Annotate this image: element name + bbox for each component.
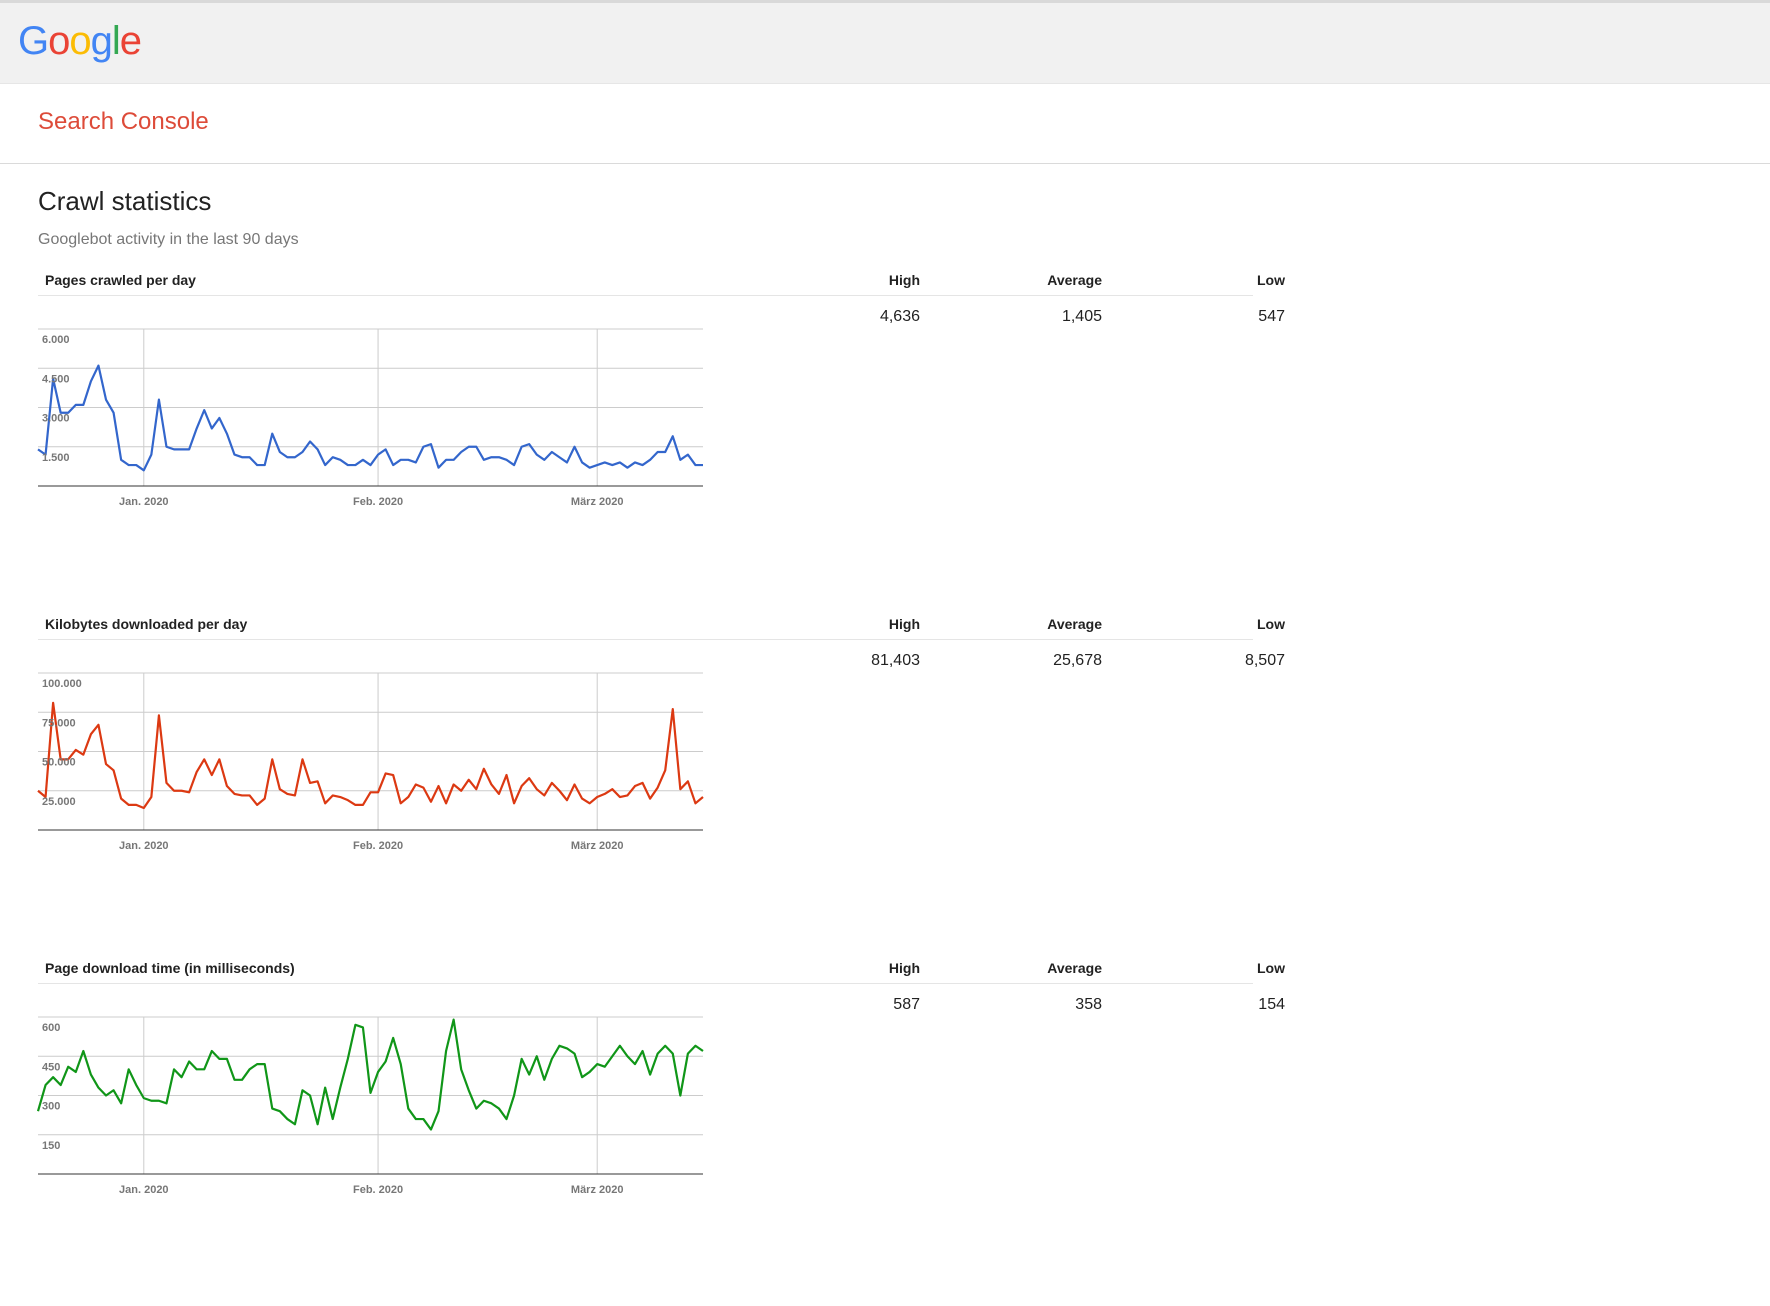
- y-tick-label: 6.000: [42, 334, 70, 346]
- average-column-header: Average: [1047, 960, 1102, 976]
- y-tick-label: 75.000: [42, 717, 76, 729]
- y-tick-label: 300: [42, 1101, 60, 1113]
- series-line: [37, 364, 703, 472]
- x-tick-label: Feb. 2020: [353, 496, 403, 508]
- logo-letter: l: [111, 19, 121, 63]
- x-tick-label: Feb. 2020: [353, 840, 403, 852]
- average-column-header: Average: [1047, 616, 1102, 632]
- logo-letter: o: [48, 19, 70, 63]
- high-column-header: High: [888, 960, 920, 976]
- page-subtitle: Googlebot activity in the last 90 days: [38, 231, 299, 248]
- x-tick-label: Jan. 2020: [119, 1184, 169, 1196]
- x-tick-label: März 2020: [571, 840, 624, 852]
- y-tick-label: 4.500: [42, 373, 70, 385]
- average-column-header: Average: [1047, 272, 1102, 288]
- section-title: Page download time (in milliseconds): [45, 960, 295, 976]
- x-tick-label: März 2020: [571, 1184, 624, 1196]
- kilobytes-downloaded-chart[interactable]: 100.000 75.000 50.000 25.000 Jan. 2020 Feb. 2…: [37, 672, 704, 873]
- logo-letter: G: [18, 19, 49, 63]
- y-tick-label: 3.000: [42, 413, 70, 425]
- series-line: [36, 1018, 704, 1131]
- section-header: Page download time (in milliseconds) Hig…: [38, 953, 1285, 984]
- y-tick-label: 100.000: [42, 678, 82, 690]
- low-column-header: Low: [1257, 272, 1285, 288]
- google-logo[interactable]: Google: [18, 19, 142, 63]
- x-tick-label: Jan. 2020: [119, 840, 169, 852]
- x-tick-label: März 2020: [571, 496, 624, 508]
- x-tick-label: Feb. 2020: [353, 1184, 403, 1196]
- section-header: Kilobytes downloaded per day High Averag…: [38, 609, 1285, 640]
- high-column-header: High: [888, 616, 920, 632]
- x-tick-label: Jan. 2020: [119, 496, 169, 508]
- section-title: Kilobytes downloaded per day: [45, 616, 248, 632]
- low-value: 8,507: [1244, 652, 1285, 669]
- y-tick-label: 600: [42, 1022, 60, 1034]
- high-column-header: High: [888, 272, 920, 288]
- average-value: 1,405: [1061, 308, 1102, 325]
- low-value: 154: [1258, 996, 1285, 1013]
- low-value: 547: [1258, 308, 1285, 325]
- y-tick-label: 25.000: [42, 796, 76, 808]
- kilobytes-downloaded-section: Kilobytes downloaded per day High Averag…: [37, 609, 1285, 949]
- average-value: 25,678: [1053, 652, 1102, 669]
- top-bar: Google: [0, 0, 1770, 84]
- logo-letter: e: [119, 19, 142, 63]
- page-title: Crawl statistics: [38, 186, 212, 216]
- y-tick-label: 1.500: [42, 452, 70, 464]
- y-tick-label: 50.000: [42, 757, 76, 769]
- page-download-time-section: Page download time (in milliseconds) Hig…: [36, 953, 1285, 1293]
- logo-letter: o: [69, 19, 91, 63]
- section-header: Pages crawled per day High Average Low: [38, 265, 1285, 296]
- pages-crawled-chart[interactable]: 6.000 4.500 3.000 1.500 Jan. 2020 Feb. 2020 Mä…: [37, 328, 703, 529]
- pages-crawled-section: Pages crawled per day High Average Low 4…: [37, 265, 1285, 605]
- high-value: 4,636: [879, 308, 920, 325]
- y-tick-label: 150: [42, 1140, 60, 1152]
- page-download-time-chart[interactable]: 600 450 300 150 Jan. 2020 Feb. 2020 März 2020: [36, 1016, 704, 1217]
- series-line: [37, 701, 704, 810]
- app-header: Search Console: [0, 84, 1770, 164]
- low-column-header: Low: [1257, 960, 1285, 976]
- section-title: Pages crawled per day: [45, 272, 196, 288]
- y-tick-label: 450: [42, 1061, 60, 1073]
- low-column-header: Low: [1257, 616, 1285, 632]
- average-value: 358: [1075, 996, 1102, 1013]
- high-value: 81,403: [871, 652, 920, 669]
- logo-letter: g: [90, 19, 113, 63]
- app-title[interactable]: Search Console: [38, 108, 209, 135]
- high-value: 587: [893, 996, 920, 1013]
